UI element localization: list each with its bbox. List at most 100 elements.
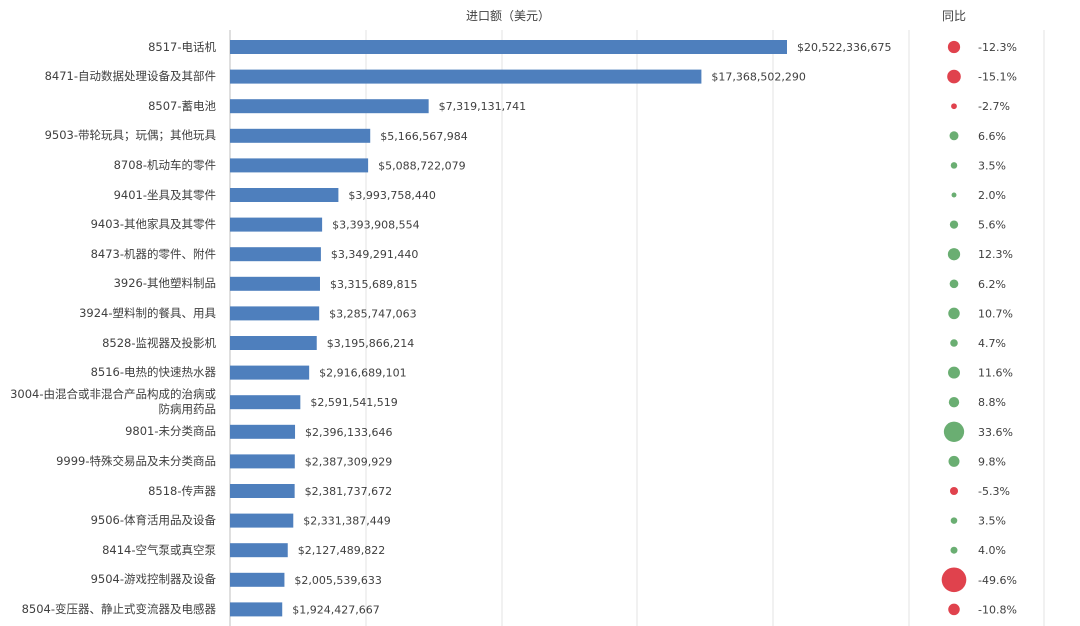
bar xyxy=(230,128,371,143)
bar-value-label: $3,195,866,214 xyxy=(327,337,414,350)
yoy-label: -49.6% xyxy=(978,574,1017,587)
yoy-label: -10.8% xyxy=(978,603,1017,616)
yoy-bubble xyxy=(947,248,961,261)
bar xyxy=(230,247,321,262)
category-label: 3926-其他塑料制品 xyxy=(113,276,216,291)
bar xyxy=(230,572,285,587)
yoy-label: -12.3% xyxy=(978,41,1017,54)
yoy-bubble xyxy=(949,131,959,141)
bar-value-label: $3,349,291,440 xyxy=(331,248,418,261)
category-label: 9801-未分类商品 xyxy=(125,424,216,439)
bar xyxy=(230,484,295,498)
bar-value-label: $20,522,336,675 xyxy=(797,41,891,54)
yoy-column-title: 同比 xyxy=(942,9,967,23)
yoy-label: 4.0% xyxy=(978,544,1006,557)
bar xyxy=(230,336,317,350)
bar-value-label: $2,381,737,672 xyxy=(305,485,392,498)
category-label: 8471-自动数据处理设备及其部件 xyxy=(44,69,216,84)
bar xyxy=(230,276,320,291)
yoy-label: 11.6% xyxy=(978,367,1013,380)
yoy-bubble xyxy=(948,455,960,467)
yoy-bubble xyxy=(951,192,957,198)
bar-value-label: $2,005,539,633 xyxy=(294,574,381,587)
bar-value-label: $3,315,689,815 xyxy=(330,278,417,291)
bar-value-label: $1,924,427,667 xyxy=(292,603,379,616)
yoy-label: 6.6% xyxy=(978,130,1006,143)
yoy-label: 10.7% xyxy=(978,307,1013,320)
x-axis-title: 进口额（美元） xyxy=(466,9,551,23)
yoy-label: 6.2% xyxy=(978,278,1006,291)
category-label: 3004-由混合或非混合产品构成的治病或防病用药品 xyxy=(10,387,216,417)
bar-value-label: $17,368,502,290 xyxy=(711,71,805,84)
category-label: 3924-塑料制的餐具、用具 xyxy=(79,305,216,320)
bar-value-label: $2,591,541,519 xyxy=(310,396,397,409)
yoy-label: 33.6% xyxy=(978,426,1013,439)
bar-value-label: $3,993,758,440 xyxy=(348,189,435,202)
yoy-label: -2.7% xyxy=(978,100,1010,113)
yoy-bubble xyxy=(947,69,961,84)
bar xyxy=(230,188,339,202)
yoy-bubble xyxy=(948,366,960,379)
bar-value-label: $3,285,747,063 xyxy=(329,307,416,320)
category-label: 9999-特殊交易品及未分类商品 xyxy=(56,453,216,468)
yoy-label: 12.3% xyxy=(978,248,1013,261)
category-label: 9401-坐具及其零件 xyxy=(113,187,216,202)
bar-value-label: $5,166,567,984 xyxy=(380,130,467,143)
bar xyxy=(230,365,310,380)
yoy-bubble xyxy=(950,546,958,554)
bar xyxy=(230,158,369,173)
yoy-label: 4.7% xyxy=(978,337,1006,350)
yoy-bubble xyxy=(950,517,958,524)
category-label: 9403-其他家具及其零件 xyxy=(90,217,216,232)
yoy-label: 5.6% xyxy=(978,219,1006,232)
category-label: 9506-体育活用品及设备 xyxy=(90,513,216,528)
yoy-bubble xyxy=(943,421,965,442)
category-label: 8708-机动车的零件 xyxy=(113,157,216,172)
category-label: 8517-电话机 xyxy=(148,39,216,54)
bar-value-label: $2,331,387,449 xyxy=(303,515,390,528)
yoy-label: 3.5% xyxy=(978,159,1006,172)
yoy-label: -15.1% xyxy=(978,71,1017,84)
bar-value-label: $5,088,722,079 xyxy=(378,159,465,172)
bar-value-label: $2,396,133,646 xyxy=(305,426,392,439)
bar-value-label: $2,387,309,929 xyxy=(305,455,392,468)
bar-value-label: $2,127,489,822 xyxy=(298,544,385,557)
bar xyxy=(230,306,320,321)
bar xyxy=(230,543,288,558)
bar xyxy=(230,513,294,528)
bar xyxy=(230,99,429,114)
category-label: 8516-电热的快速热水器 xyxy=(90,365,216,380)
category-label: 8414-空气泵或真空泵 xyxy=(102,542,216,557)
yoy-label: 8.8% xyxy=(978,396,1006,409)
yoy-label: -5.3% xyxy=(978,485,1010,498)
yoy-bubble xyxy=(948,307,960,320)
category-label: 8507-蓄电池 xyxy=(148,98,216,113)
yoy-bubble xyxy=(949,220,959,229)
category-label: 9504-游戏控制器及设备 xyxy=(90,572,216,587)
yoy-bubble xyxy=(948,603,960,616)
yoy-bubble xyxy=(947,40,961,54)
yoy-bubble xyxy=(941,567,967,593)
bar xyxy=(230,424,296,439)
yoy-bubble xyxy=(951,103,957,110)
yoy-label: 2.0% xyxy=(978,189,1006,202)
category-label: 8504-变压器、静止式变流器及电感器 xyxy=(21,601,216,616)
category-label: 8518-传声器 xyxy=(148,483,216,498)
bar xyxy=(230,217,323,232)
bar xyxy=(230,69,702,84)
yoy-bubble xyxy=(949,486,959,496)
bar xyxy=(230,602,283,617)
bar xyxy=(230,40,787,54)
yoy-bubble xyxy=(948,397,960,408)
bar xyxy=(230,454,295,469)
category-label: 9503-带轮玩具；玩偶；其他玩具 xyxy=(44,128,216,143)
yoy-label: 9.8% xyxy=(978,455,1006,468)
category-label: 8473-机器的零件、附件 xyxy=(90,246,216,261)
yoy-label: 3.5% xyxy=(978,515,1006,528)
bar-value-label: $7,319,131,741 xyxy=(439,100,526,113)
yoy-bubble xyxy=(950,339,958,347)
category-label: 8528-监视器及投影机 xyxy=(102,335,216,350)
bar-value-label: $2,916,689,101 xyxy=(319,367,406,380)
